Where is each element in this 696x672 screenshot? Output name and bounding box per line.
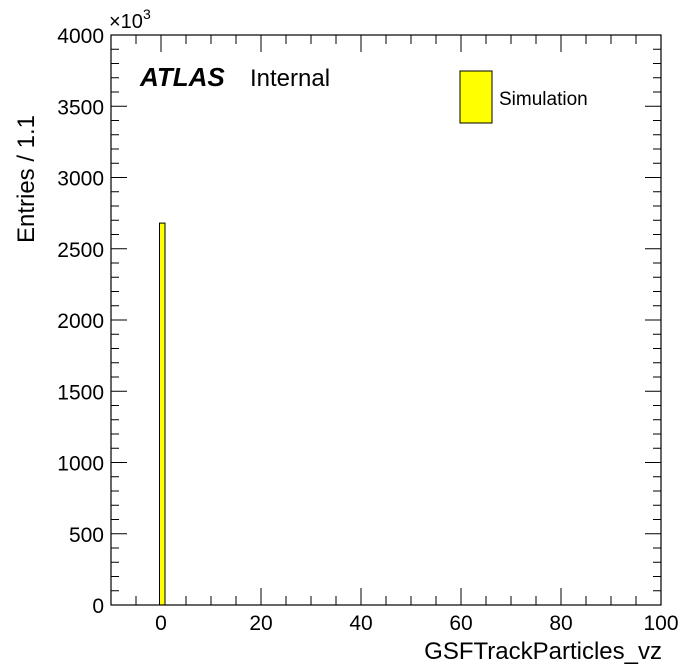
- y-axis-multiplier: ×103: [109, 6, 151, 33]
- x-tick-label: 80: [549, 612, 572, 635]
- histogram-bar-0: [159, 222, 166, 606]
- x-tick-label: 40: [349, 612, 372, 635]
- status-label: Internal: [250, 65, 330, 92]
- atlas-label: ATLAS: [139, 62, 225, 92]
- x-axis-label: GSFTrackParticles_vz: [424, 638, 662, 665]
- y-tick-label: 1000: [57, 453, 104, 476]
- y-tick-label: 4000: [57, 25, 104, 48]
- x-tick-labels: 0 20 40 60 80 100: [155, 612, 678, 635]
- histogram-bars: [159, 222, 166, 606]
- y-tick-labels: 0 500 1000 1500 2000 2500 3000 3500 4000: [57, 25, 104, 618]
- x-tick-label: 0: [155, 612, 167, 635]
- y-tick-label: 2500: [57, 239, 104, 262]
- y-tick-label: 3500: [57, 96, 104, 119]
- y-tick-label: 2000: [57, 310, 104, 333]
- y-tick-label: 500: [69, 524, 104, 547]
- x-tick-label: 60: [449, 612, 472, 635]
- legend-swatch: [459, 70, 493, 124]
- x-tick-label: 100: [643, 612, 678, 635]
- axis-ticks: [110, 34, 662, 606]
- legend-label-simulation: Simulation: [499, 89, 588, 110]
- plot-frame: [110, 34, 662, 606]
- y-tick-label: 0: [92, 595, 104, 618]
- y-tick-label: 3000: [57, 168, 104, 191]
- y-axis-label: Entries / 1.1: [13, 115, 40, 243]
- y-tick-label: 1500: [57, 381, 104, 404]
- x-tick-label: 20: [249, 612, 272, 635]
